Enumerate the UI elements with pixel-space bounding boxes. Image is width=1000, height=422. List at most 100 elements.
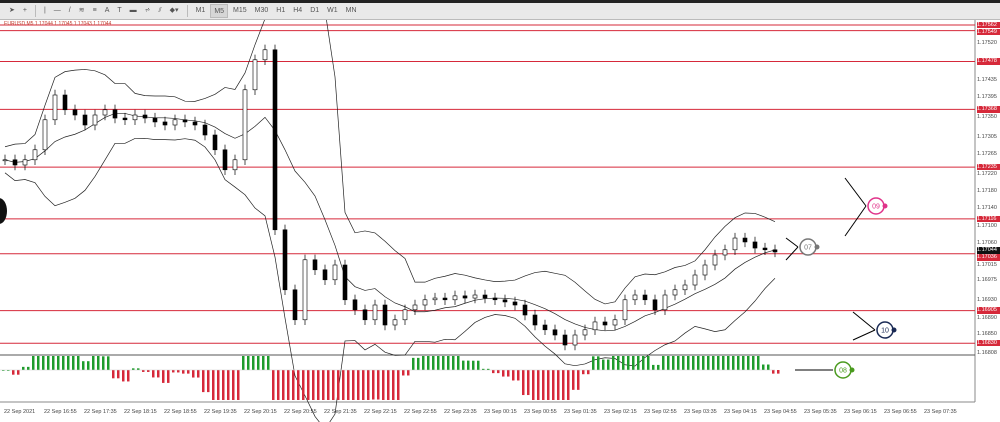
histogram-bar: [272, 370, 275, 400]
timeframe-h4[interactable]: H4: [293, 7, 303, 14]
histogram-bar: [37, 356, 40, 370]
time-tick: 23 Sep 03:35: [684, 409, 717, 415]
histogram-bar: [367, 370, 370, 400]
candle: [652, 299, 658, 311]
price-tick: 1.16975: [977, 277, 997, 284]
histogram-bar: [377, 370, 380, 400]
histogram-bar: [507, 370, 510, 377]
current-price-label: 1.17044: [977, 247, 1000, 254]
histogram-bar: [492, 370, 495, 374]
candle: [492, 297, 498, 301]
annotation-arrow: [785, 246, 799, 261]
rectangle-icon[interactable]: ▬: [129, 7, 137, 14]
channel-icon[interactable]: ≋: [78, 7, 85, 14]
price-tick: 1.17305: [977, 133, 997, 140]
histogram-bar: [17, 370, 20, 375]
price-tick: 1.16850: [977, 331, 997, 338]
candle: [102, 109, 108, 116]
timeframe-h1[interactable]: H1: [276, 7, 286, 14]
label-icon[interactable]: T: [117, 7, 122, 14]
candle: [122, 117, 128, 121]
histogram-bar: [667, 356, 670, 370]
histogram-bar: [647, 356, 650, 370]
histogram-bar: [152, 370, 155, 378]
histogram-bar: [552, 370, 555, 400]
candle: [72, 109, 78, 116]
histogram-bar: [587, 370, 590, 375]
histogram-bar: [697, 356, 700, 370]
histogram-bar: [712, 356, 715, 370]
annotation-label: 07: [804, 245, 812, 252]
histogram-bar: [62, 356, 65, 370]
crosshair-icon[interactable]: +: [22, 7, 27, 14]
histogram-bar: [387, 370, 390, 400]
symbol-label: EURUSD,M5 1.17044 1.17045 1.17043 1.1704…: [4, 21, 112, 27]
histogram-bar: [562, 370, 565, 400]
vertical-line-icon[interactable]: |: [43, 7, 46, 14]
price-tick: 1.16930: [977, 296, 997, 303]
histogram-bar: [537, 370, 540, 400]
histogram-bar: [457, 356, 460, 370]
pitchfork-icon[interactable]: ⫽: [158, 7, 162, 14]
histogram-bar: [327, 370, 330, 400]
price-tick: 1.17265: [977, 150, 997, 157]
shapes-dropdown-icon[interactable]: ◆▾: [169, 7, 179, 14]
annotation-label: 08: [839, 368, 847, 375]
candle: [332, 264, 338, 281]
candle: [82, 114, 88, 126]
candle: [52, 94, 58, 121]
bollinger-upper: [4, 20, 776, 305]
histogram-bar: [42, 356, 45, 370]
histogram-bar: [247, 356, 250, 370]
candle: [612, 319, 618, 326]
timeframe-m1[interactable]: M1: [195, 7, 206, 14]
histogram-bar: [577, 370, 580, 390]
histogram-bar: [277, 370, 280, 400]
histogram-bar: [447, 356, 450, 370]
time-tick: 22 Sep 22:55: [404, 409, 437, 415]
time-tick: 23 Sep 07:35: [924, 409, 957, 415]
histogram-bar: [432, 356, 435, 370]
candle: [442, 297, 448, 301]
price-tick: 1.17100: [977, 222, 997, 229]
histogram-bar: [207, 370, 210, 393]
candle: [312, 259, 318, 271]
divider: [34, 5, 36, 17]
timeframe-m15[interactable]: M15: [233, 7, 247, 14]
trendline-icon[interactable]: /: [68, 7, 71, 14]
histogram-bar: [317, 370, 320, 400]
histogram-bar: [747, 356, 750, 370]
cursor-icon[interactable]: ➤: [9, 7, 15, 14]
candle: [622, 299, 628, 321]
histogram-bar: [107, 356, 110, 370]
timeframe-m30[interactable]: M30: [254, 7, 269, 14]
histogram-bar: [752, 356, 755, 370]
gann-icon[interactable]: ⩫: [144, 7, 151, 14]
histogram-bar: [777, 370, 780, 374]
text-icon[interactable]: A: [104, 7, 110, 14]
candle: [482, 294, 488, 299]
annotation-dot: [814, 244, 820, 250]
time-tick: 22 Sep 20:55: [284, 409, 317, 415]
candle: [182, 119, 188, 123]
price-level-label: 1.17562: [977, 21, 1000, 29]
timeframe-w1[interactable]: W1: [327, 7, 338, 14]
histogram-bar: [532, 370, 535, 400]
histogram-bar: [762, 364, 765, 370]
candle: [2, 159, 8, 162]
histogram-bar: [77, 356, 80, 370]
histogram-bar: [437, 356, 440, 370]
horizontal-line-icon[interactable]: —: [53, 7, 61, 14]
histogram-bar: [472, 360, 475, 370]
histogram-bar: [477, 360, 480, 370]
histogram-bar: [602, 359, 605, 370]
price-level-label: 1.17116: [977, 215, 1000, 223]
timeframe-mn[interactable]: MN: [345, 7, 357, 14]
price-chart[interactable]: 09 07 10 08: [0, 20, 1000, 422]
timeframe-d1[interactable]: D1: [310, 7, 320, 14]
histogram-bar: [282, 370, 285, 400]
fibonacci-icon[interactable]: ≡: [92, 7, 97, 14]
candle: [32, 149, 38, 161]
timeframe-m5[interactable]: M5: [210, 4, 229, 18]
histogram-bar: [487, 368, 490, 370]
